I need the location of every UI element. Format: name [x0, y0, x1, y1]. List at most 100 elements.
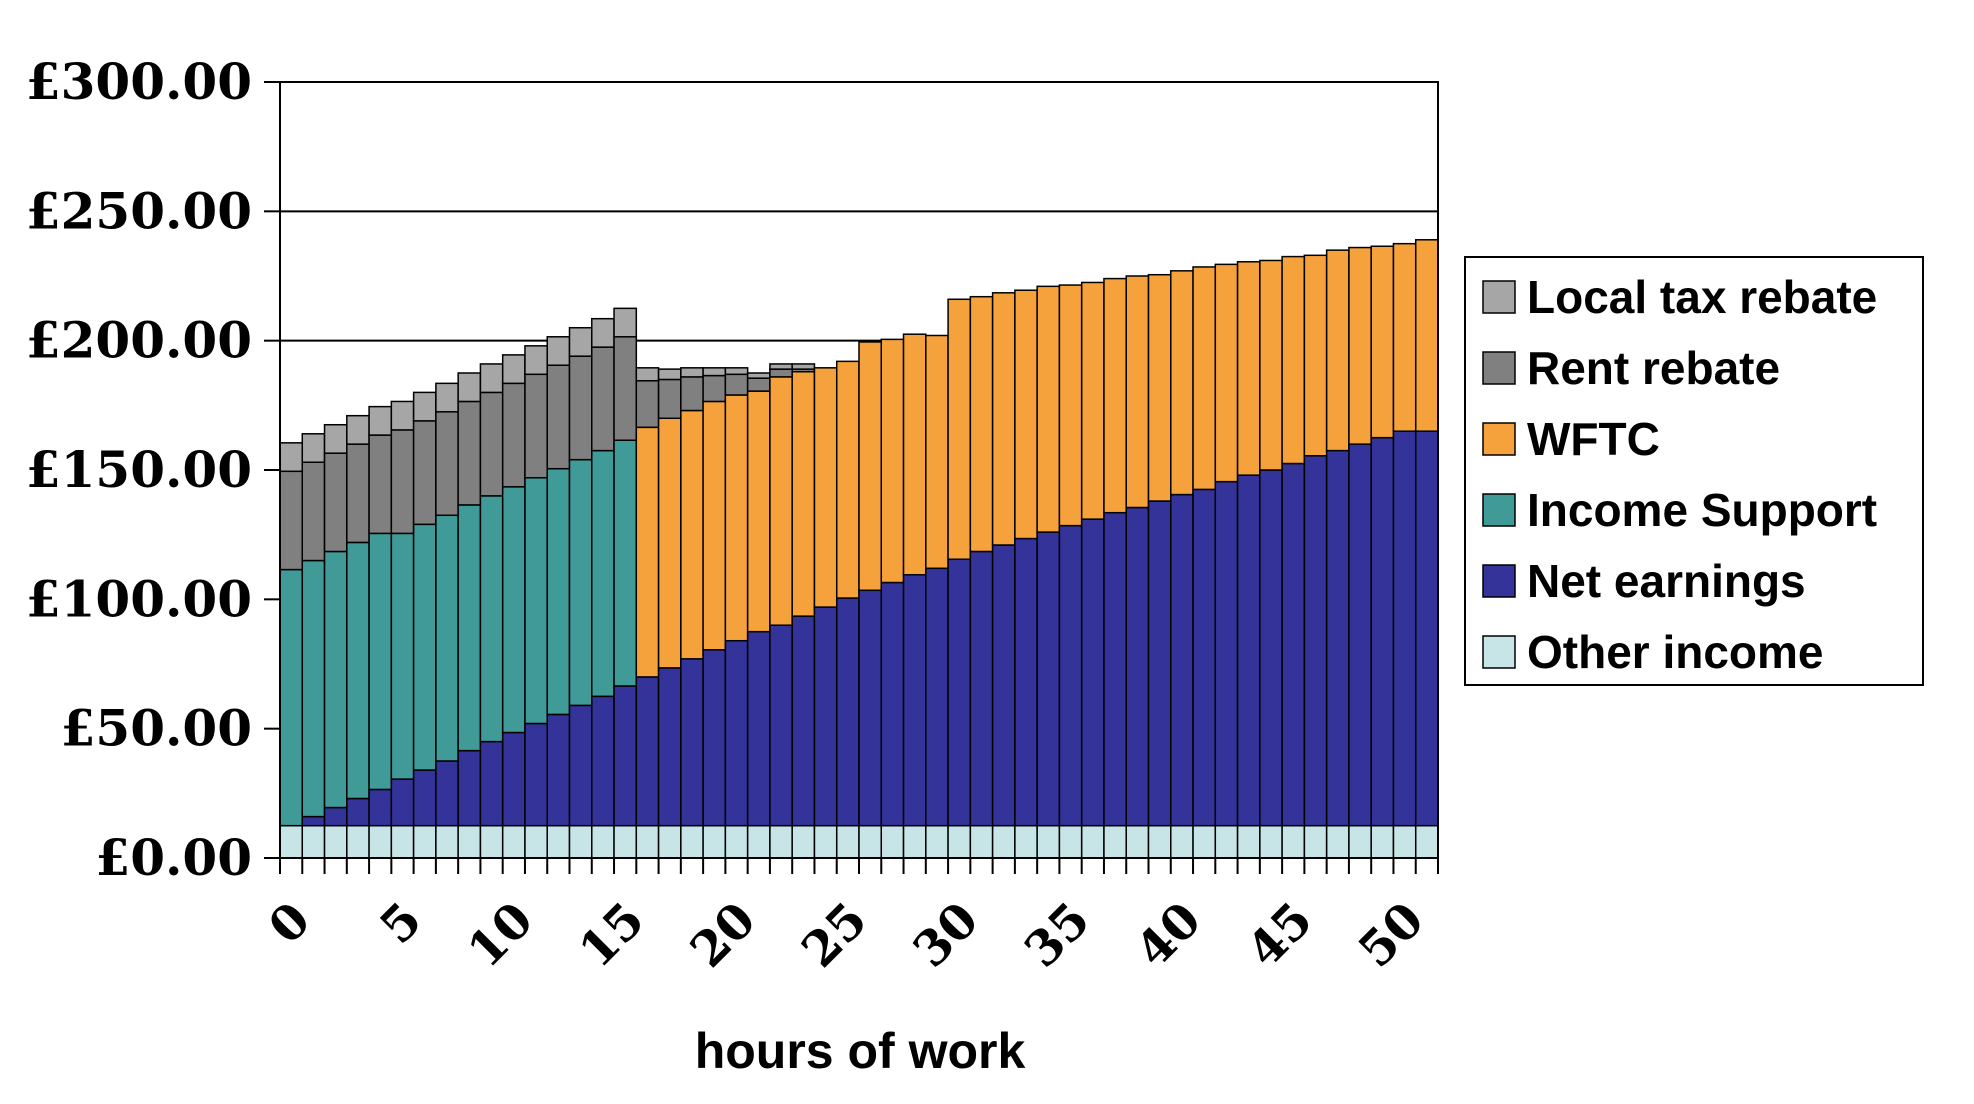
bar-segment [457, 824, 482, 859]
legend-item: Other income [1482, 626, 1824, 678]
bar-segment [524, 345, 548, 376]
bar-segment [568, 824, 593, 859]
legend-label: WFTC [1527, 413, 1660, 465]
y-tick-label: £150.00 [26, 440, 252, 499]
bar-segment [1058, 824, 1083, 859]
bar-segment [1192, 824, 1217, 859]
bar-segment [368, 824, 393, 859]
bar-segment [501, 731, 526, 827]
bar-segment [323, 452, 348, 553]
bar-segment [613, 439, 638, 687]
bar-segment [1303, 455, 1328, 827]
bar-segment [1325, 449, 1350, 827]
bar-segment [301, 461, 326, 562]
x-tick-label: 5 [370, 892, 433, 955]
bar-segment [1303, 824, 1328, 859]
bar-segment [635, 426, 660, 678]
bar-segment [457, 504, 482, 752]
bar-segment [1236, 474, 1261, 827]
bar-segment [724, 367, 749, 376]
bar-segment [657, 667, 682, 827]
bar-segment [435, 760, 459, 827]
legend-item: WFTC [1482, 413, 1660, 465]
legend-swatch [1482, 635, 1516, 669]
bar-segment [390, 400, 415, 431]
bar-segment [501, 486, 526, 734]
bar-segment [680, 409, 704, 660]
bar-segment [769, 363, 793, 370]
bar-segment [1236, 824, 1261, 859]
legend-label: Net earnings [1527, 555, 1806, 607]
bar-segment [925, 567, 949, 827]
bar-segment [1147, 824, 1172, 859]
bar-segment [1370, 436, 1395, 827]
bar-segment [390, 532, 415, 780]
bar-segment [1147, 500, 1172, 827]
x-tick-label: 50 [1348, 892, 1435, 979]
bar-segment [702, 367, 727, 377]
bar-segment [1348, 824, 1372, 859]
bar-segment [791, 615, 816, 827]
bar-segment [969, 550, 994, 827]
bar-segment [858, 341, 883, 592]
bar-segment [591, 824, 615, 859]
bar-segment [1281, 824, 1306, 859]
bar-segment [902, 333, 927, 576]
bar-segment [724, 824, 749, 859]
bar-segment [791, 824, 816, 859]
bar-segment [1259, 469, 1283, 827]
bar-segment [1170, 270, 1194, 496]
bar-segment [635, 824, 660, 859]
bar-segment [412, 769, 437, 827]
bar-segment [1325, 824, 1350, 859]
bar-segment [746, 630, 771, 827]
bar-segment [368, 405, 393, 436]
bar-segment [1303, 254, 1328, 457]
bar-segment [702, 400, 727, 651]
bar-segment [1147, 273, 1172, 502]
bar-segment [1192, 488, 1217, 827]
bar-segment [1103, 277, 1127, 514]
bar-segment [947, 558, 972, 827]
bar-segment [635, 367, 660, 382]
bar-segment [301, 559, 326, 818]
bar-segment [702, 649, 727, 827]
bar-segment [613, 336, 638, 442]
bar-segment [390, 824, 415, 859]
legend-label: Income Support [1527, 484, 1877, 536]
bar-segment [1103, 511, 1127, 827]
bar-segment [1014, 824, 1038, 859]
bar-segment [613, 307, 638, 338]
bar-segment [524, 824, 548, 859]
bar-segment [368, 532, 393, 791]
bar-segment [1392, 242, 1417, 432]
bar-segment [1281, 462, 1306, 827]
legend-item: Rent rebate [1482, 342, 1780, 394]
bar-segment [1014, 537, 1038, 827]
bar-segment [346, 414, 370, 445]
bar-segment [1014, 289, 1038, 540]
bar-segment [791, 370, 816, 617]
bar-segment [635, 380, 660, 429]
y-tick-label: £0.00 [95, 828, 252, 887]
bar-segment [568, 326, 593, 357]
bar-segment [1370, 824, 1395, 859]
bar-segment [769, 624, 793, 827]
bar-segment [680, 367, 704, 378]
y-tick-label: £100.00 [26, 569, 252, 628]
bar-segment [412, 523, 437, 771]
legend-item: Local tax rebate [1482, 271, 1877, 323]
x-tick-label: 20 [680, 892, 767, 979]
x-tick-label: 15 [569, 892, 656, 979]
y-axis: £0.00 £50.00 £100.00 £150.00 £200.00 £250.00 £… [26, 52, 281, 887]
bar-segment [1036, 531, 1061, 827]
legend-swatch [1482, 351, 1516, 385]
bar-segment [412, 391, 437, 422]
bar-segment [1170, 493, 1194, 827]
bar-segment [746, 824, 771, 859]
bar-segment [1058, 284, 1083, 527]
bar-segment [1214, 480, 1239, 827]
bar-segment [724, 394, 749, 642]
bar-segment [279, 824, 304, 859]
bar-segment [769, 824, 793, 859]
